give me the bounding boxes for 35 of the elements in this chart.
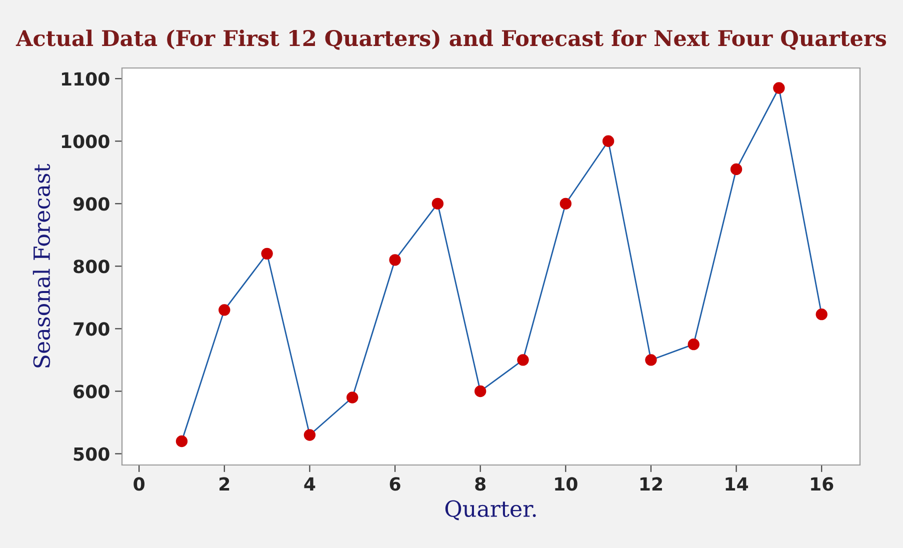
point xyxy=(560,198,572,210)
point xyxy=(773,82,785,94)
x-tick-label: 2 xyxy=(220,477,230,491)
x-tick-label: 8 xyxy=(475,477,486,491)
point xyxy=(816,308,828,320)
x-tick-label: 6 xyxy=(390,477,400,491)
point xyxy=(730,163,742,176)
x-axis-title: Quarter. xyxy=(445,500,536,520)
point xyxy=(645,354,657,366)
point xyxy=(218,304,230,316)
x-tick-label: 14 xyxy=(726,477,748,491)
point xyxy=(517,354,529,366)
y-axis-title: Seasonal Forecast xyxy=(32,164,50,368)
point xyxy=(304,429,316,441)
x-tick-label: 0 xyxy=(134,477,144,491)
y-tick-label: 900 xyxy=(73,197,110,211)
point xyxy=(346,392,358,404)
y-tick-label: 500 xyxy=(74,447,110,461)
point xyxy=(261,248,273,260)
y-tick-label: 1000 xyxy=(62,134,110,148)
y-tick-label: 700 xyxy=(74,322,110,336)
y-tick-label: 800 xyxy=(74,260,110,274)
y-tick-label: 1100 xyxy=(62,72,110,86)
point xyxy=(602,135,614,147)
point xyxy=(389,254,401,266)
x-tick-label: 16 xyxy=(811,477,834,491)
point xyxy=(176,435,188,448)
x-tick-label: 12 xyxy=(640,477,662,491)
point xyxy=(474,385,486,398)
x-tick-label: 10 xyxy=(555,477,578,491)
point xyxy=(688,338,700,350)
x-tick-label: 4 xyxy=(304,477,316,491)
y-tick-label: 600 xyxy=(74,384,110,398)
point xyxy=(432,198,444,210)
chart-title: Actual Data (For First 12 Quarters) and Forecast for Next Four Quarters xyxy=(16,30,886,50)
